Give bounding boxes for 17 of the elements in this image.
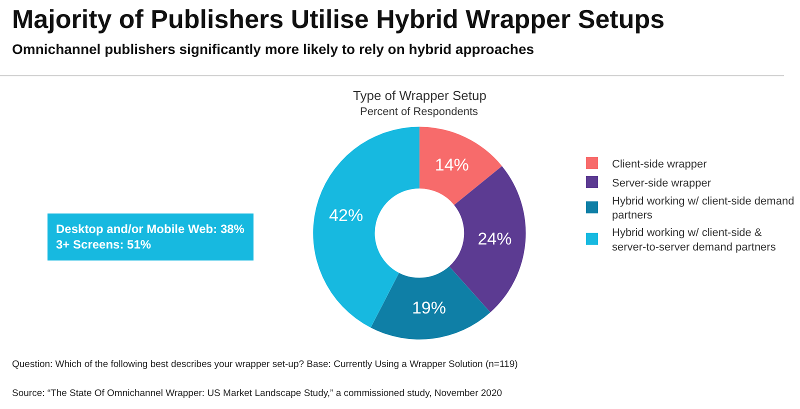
text: Desktop and/or Mobile Web: 38% 3+ Screens: 51% — [56, 222, 245, 252]
source-note: Source: “The State Of Omnichannel Wrapper: US Market Landscape Study,” a commissioned study, November 2020 — [12, 388, 502, 399]
text: Question: Which of the following best describes your wrapper set-up? Base: Currently Using a Wrapper Solution (n=119) — [12, 359, 518, 370]
data-label: 42% — [329, 206, 364, 225]
donut-slice — [419, 126, 502, 205]
text: Percent of Respondents — [360, 106, 479, 118]
donut-slice — [370, 266, 490, 340]
data-label: 14% — [434, 155, 469, 174]
chart-subtitle: Omnichannel publishers significantly more likely to rely on hybrid approaches — [12, 41, 534, 57]
legend-label: Hybrid working w/ client-side & server-to-server demand partners — [612, 227, 776, 254]
legend-label: Client-side wrapper — [612, 158, 708, 170]
legend-label: Hybrid working w/ client-side demand partners — [612, 195, 794, 222]
legend-label: Server-side wrapper — [612, 177, 712, 190]
data-label: 19% — [412, 298, 446, 318]
text: Type of Wrapper Setup — [353, 88, 486, 103]
data-label: 24% — [478, 230, 512, 249]
chart-title: Majority of Publishers Utilise Hybrid Wrapper Setups — [12, 4, 665, 34]
